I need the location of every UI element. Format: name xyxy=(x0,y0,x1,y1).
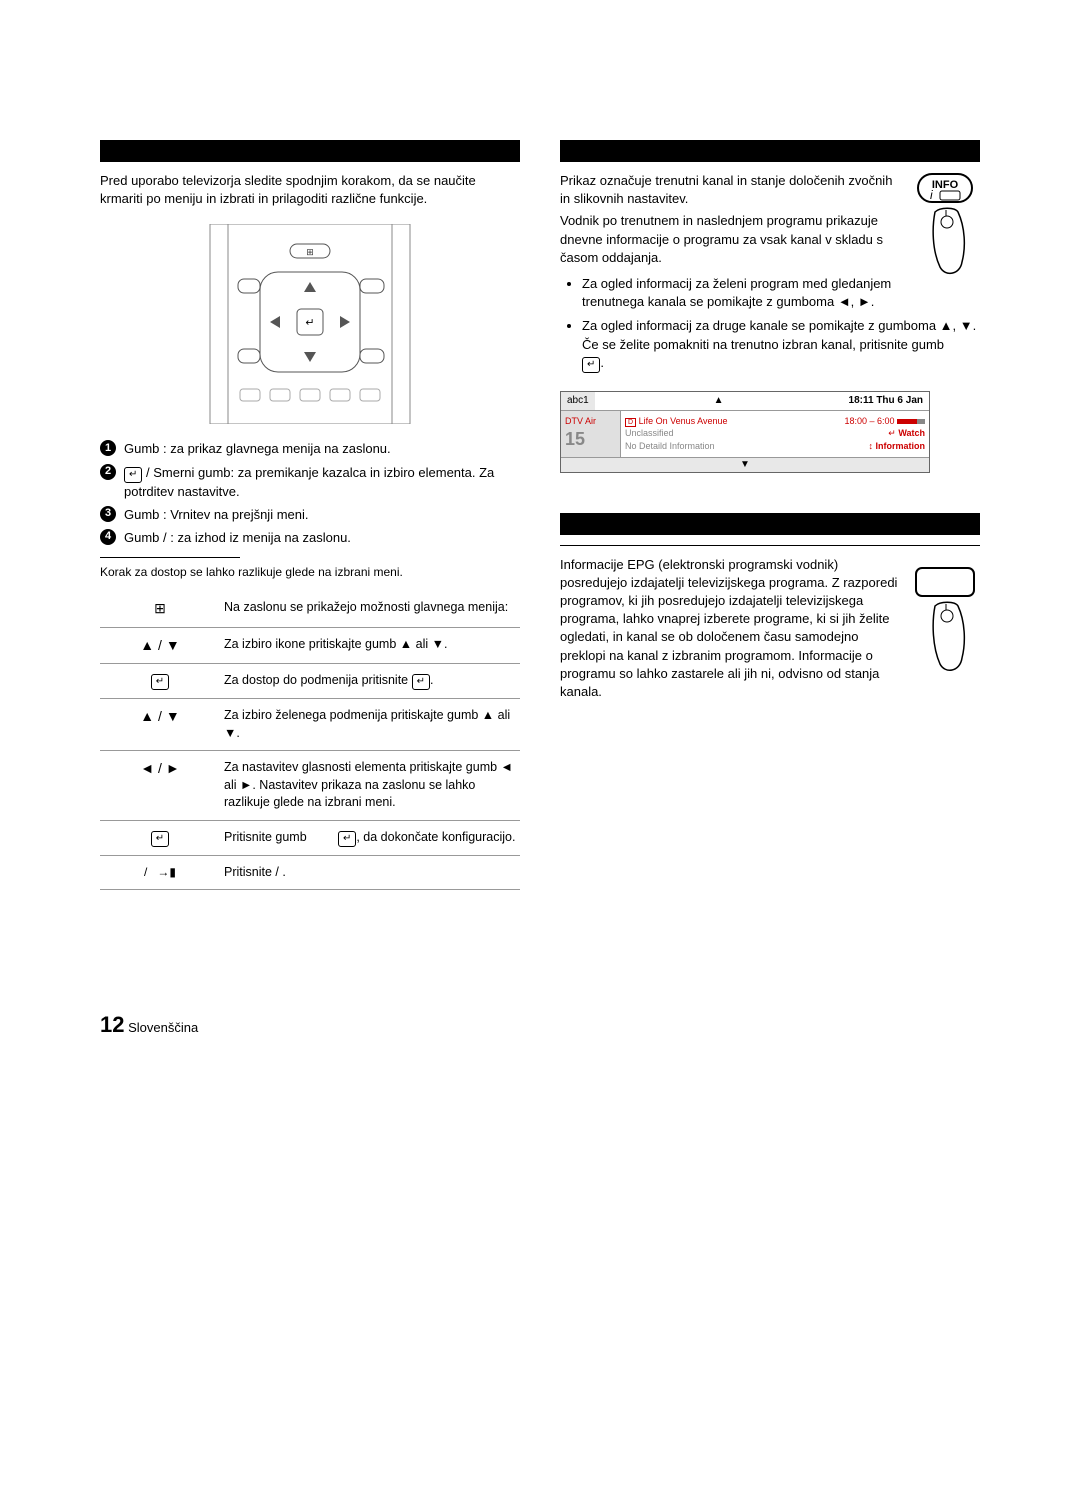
enter-icon: ↵ xyxy=(412,674,430,690)
page-number: 12 xyxy=(100,1012,124,1037)
step-note: Korak za dostop se lahko razlikuje glede… xyxy=(100,564,520,581)
enter-icon: ↵ xyxy=(124,467,142,483)
table-row: ↵ Za dostop do podmenija pritisnite ↵. xyxy=(100,664,520,699)
down-arrow-icon: ▼ xyxy=(561,457,929,472)
page-lang: Slovenščina xyxy=(128,1020,198,1035)
channel-info-banner: abc1 ▲ 18:11 Thu 6 Jan DTV Air 15 D Life… xyxy=(560,391,930,473)
svg-text:i: i xyxy=(930,188,933,202)
divider xyxy=(560,545,980,546)
step-text: Na zaslonu se prikažejo možnosti glavneg… xyxy=(220,591,520,627)
banner-slot: 18:00 – 6:00 xyxy=(843,415,925,428)
svg-text:↵: ↵ xyxy=(305,317,314,329)
leftright-icon: ◄ / ► xyxy=(140,759,179,779)
banner-sub2: No Detaild Information xyxy=(625,440,835,453)
legend-num-2: 2 xyxy=(100,464,116,480)
svg-text:⊞: ⊞ xyxy=(306,247,314,257)
banner-channel-name: abc1 xyxy=(561,392,595,410)
table-row: ▲ / ▼ Za izbiro želenega podmenija priti… xyxy=(100,699,520,751)
up-arrow-icon: ▲ xyxy=(595,392,843,410)
remote-illustration: ⊞ ↵ xyxy=(100,224,520,424)
updown-icon: ▲ / ▼ xyxy=(140,707,179,727)
banner-info: ↕ Information xyxy=(843,440,925,453)
legend-text-2: ↵ / Smerni gumb: za premikanje kazalca i… xyxy=(124,464,520,501)
table-row: ↵ Pritisnite gumb ↵, da dokončate konfig… xyxy=(100,820,520,855)
legend-num-3: 3 xyxy=(100,506,116,522)
step-text: Za izbiro želenega podmenija pritiskajte… xyxy=(220,699,520,751)
legend-text-1: Gumb : za prikaz glavnega menija na zasl… xyxy=(124,440,520,458)
enter-icon: ↵ xyxy=(338,831,356,847)
step-text: Za dostop do podmenija pritisnite ↵. xyxy=(220,664,520,699)
section-header-1 xyxy=(100,140,520,162)
section-header-2 xyxy=(560,140,980,162)
legend-text-3: Gumb : Vrnitev na prejšnji meni. xyxy=(124,506,520,524)
enter-icon: ↵ xyxy=(151,831,169,847)
step-text: Pritisnite / . xyxy=(220,855,520,890)
banner-title: D Life On Venus Avenue xyxy=(625,415,835,428)
svg-text:INFO: INFO xyxy=(932,179,959,191)
steps-table: ⊞ Na zaslonu se prikažejo možnosti glavn… xyxy=(100,591,520,890)
remote-legend: 1 Gumb : za prikaz glavnega menija na za… xyxy=(100,440,520,547)
info-bullets: Za ogled informacij za želeni program me… xyxy=(582,275,980,373)
info-button-illustration: INFO i xyxy=(910,172,980,282)
banner-time: 18:11 Thu 6 Jan xyxy=(843,392,929,410)
banner-sub1: Unclassified xyxy=(625,427,835,440)
enter-icon: ↵ xyxy=(582,357,600,373)
page-footer: 12 Slovenščina xyxy=(100,1010,980,1041)
step-text: Za izbiro ikone pritiskajte gumb ▲ ali ▼… xyxy=(220,627,520,664)
bullet-2: Za ogled informacij za druge kanale se p… xyxy=(582,317,980,372)
table-row: ⊞ Na zaslonu se prikažejo možnosti glavn… xyxy=(100,591,520,627)
table-row: ▲ / ▼ Za izbiro ikone pritiskajte gumb ▲… xyxy=(100,627,520,664)
step-text: Za nastavitev glasnosti elementa pritisk… xyxy=(220,751,520,821)
table-row: ◄ / ► Za nastavitev glasnosti elementa p… xyxy=(100,751,520,821)
legend-text-4: Gumb / : za izhod iz menija na zaslonu. xyxy=(124,529,520,547)
divider xyxy=(100,557,240,558)
exit-icon: / →▮ xyxy=(144,864,176,881)
banner-channel-num: 15 xyxy=(565,427,616,452)
table-row: / →▮ Pritisnite / . xyxy=(100,855,520,890)
section-header-3 xyxy=(560,513,980,535)
enter-icon: ↵ xyxy=(151,674,169,690)
step-text: Pritisnite gumb ↵, da dokončate konfigur… xyxy=(220,820,520,855)
banner-watch: ↵ Watch xyxy=(843,427,925,440)
legend-num-4: 4 xyxy=(100,529,116,545)
guide-button-illustration xyxy=(910,556,980,686)
banner-dtv: DTV Air xyxy=(565,415,616,428)
menu-icon: ⊞ xyxy=(154,599,166,619)
updown-icon: ▲ / ▼ xyxy=(140,636,179,656)
legend-num-1: 1 xyxy=(100,440,116,456)
intro-text: Pred uporabo televizorja sledite spodnji… xyxy=(100,172,520,208)
